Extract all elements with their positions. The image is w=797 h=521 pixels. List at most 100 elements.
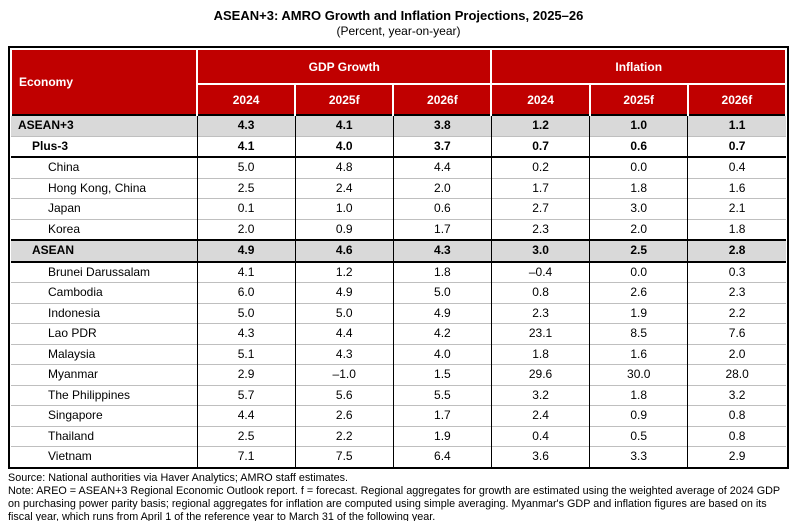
value-cell: 30.0 (589, 364, 688, 385)
value-cell: 4.1 (294, 114, 394, 136)
value-cell: 5.0 (196, 156, 296, 178)
value-cell: 2.3 (687, 282, 786, 303)
header-group-row: Economy GDP Growth Inflation (10, 48, 787, 115)
economy-cell: Singapore (11, 405, 197, 426)
value-cell: 4.3 (196, 114, 296, 136)
table-row: Plus-3 4.1 4.0 3.7 0.7 0.6 0.7 (11, 135, 786, 158)
table-row: Cambodia 6.0 4.9 5.0 0.8 2.6 2.3 (11, 282, 786, 303)
value-cell: 5.0 (392, 282, 492, 303)
value-cell: 5.0 (294, 302, 394, 324)
value-cell: 4.0 (294, 135, 394, 158)
value-cell: 1.0 (294, 198, 394, 219)
value-cell: 4.4 (196, 405, 296, 426)
economy-cell: Brunei Darussalam (11, 261, 197, 283)
value-cell: 4.1 (196, 135, 296, 158)
value-cell: 3.2 (687, 384, 786, 406)
value-cell: 1.8 (589, 384, 688, 406)
value-cell: 1.7 (392, 218, 492, 240)
header-year-row: 2024 2025f 2026f 2024 2025f 2026f (11, 83, 788, 115)
value-cell: 3.8 (392, 114, 492, 136)
value-cell: –0.4 (490, 261, 590, 283)
value-cell: 4.3 (196, 323, 296, 344)
value-cell: 2.5 (589, 239, 688, 263)
economy-cell: Korea (11, 218, 197, 240)
value-cell: 2.3 (490, 302, 590, 324)
value-cell: 3.6 (490, 446, 590, 467)
table-row: Vietnam 7.1 7.5 6.4 3.6 3.3 2.9 (11, 446, 786, 467)
inflation-group-header: Inflation (490, 48, 787, 84)
value-cell: 5.0 (196, 302, 296, 324)
value-cell: 1.6 (687, 177, 786, 199)
value-cell: 2.0 (392, 177, 492, 199)
table-body: ASEAN+3 4.3 4.1 3.8 1.2 1.0 1.1 Plus-3 4… (11, 114, 786, 467)
table-row: Brunei Darussalam 4.1 1.2 1.8 –0.4 0.0 0… (11, 261, 786, 283)
value-cell: 4.9 (294, 282, 394, 303)
value-cell: 23.1 (490, 323, 590, 344)
value-cell: 0.0 (589, 261, 688, 283)
value-cell: 2.8 (687, 239, 786, 263)
economy-column-header: Economy (10, 48, 198, 115)
value-cell: 1.8 (490, 343, 590, 365)
value-cell: 7.5 (294, 446, 394, 467)
value-cell: 2.5 (196, 425, 296, 447)
economy-cell: Indonesia (11, 302, 197, 324)
economy-cell: Malaysia (11, 343, 197, 365)
economy-cell: Plus-3 (11, 135, 197, 158)
table-row: Myanmar 2.9 –1.0 1.5 29.6 30.0 28.0 (11, 364, 786, 385)
economy-cell: Japan (11, 198, 197, 219)
value-cell: 0.8 (490, 282, 590, 303)
value-cell: 3.7 (392, 135, 492, 158)
value-cell: 3.0 (589, 198, 688, 219)
value-cell: 1.8 (589, 177, 688, 199)
value-cell: 4.4 (392, 156, 492, 178)
value-cell: 0.3 (687, 261, 786, 283)
economy-cell: Lao PDR (11, 323, 197, 344)
value-cell: 0.2 (490, 156, 590, 178)
projections-table: Economy GDP Growth Inflation 2024 2025f … (10, 48, 788, 467)
value-cell: 29.6 (490, 364, 590, 385)
value-cell: 4.3 (294, 343, 394, 365)
value-cell: 0.5 (589, 425, 688, 447)
value-cell: 6.4 (392, 446, 492, 467)
value-cell: 28.0 (687, 364, 786, 385)
value-cell: 4.8 (294, 156, 394, 178)
economy-cell: Thailand (11, 425, 197, 447)
value-cell: 1.2 (294, 261, 394, 283)
value-cell: 2.6 (294, 405, 394, 426)
value-cell: 1.7 (490, 177, 590, 199)
table-row: Lao PDR 4.3 4.4 4.2 23.1 8.5 7.6 (11, 323, 786, 344)
economy-cell: Cambodia (11, 282, 197, 303)
value-cell: 7.1 (196, 446, 296, 467)
value-cell: 8.5 (589, 323, 688, 344)
value-cell: 4.9 (392, 302, 492, 324)
value-cell: 5.7 (196, 384, 296, 406)
economy-cell: Myanmar (11, 364, 197, 385)
economy-cell: ASEAN+3 (11, 114, 197, 136)
table-title: ASEAN+3: AMRO Growth and Inflation Proje… (213, 8, 584, 23)
economy-cell: China (11, 156, 197, 178)
value-cell: 4.3 (392, 239, 492, 263)
value-cell: 5.6 (294, 384, 394, 406)
table-subtitle: (Percent, year-on-year) (336, 24, 461, 38)
year-header: 2025f (588, 83, 689, 115)
value-cell: 2.6 (589, 282, 688, 303)
value-cell: 0.4 (687, 156, 786, 178)
value-cell: 1.8 (687, 218, 786, 240)
value-cell: 0.6 (589, 135, 688, 158)
value-cell: 3.3 (589, 446, 688, 467)
value-cell: 2.2 (294, 425, 394, 447)
year-header: 2024 (195, 83, 297, 115)
value-cell: 0.0 (589, 156, 688, 178)
value-cell: 0.1 (196, 198, 296, 219)
value-cell: 5.5 (392, 384, 492, 406)
projections-table-frame: Economy GDP Growth Inflation 2024 2025f … (8, 46, 789, 469)
table-header: Economy GDP Growth Inflation 2024 2025f … (10, 48, 788, 115)
value-cell: 0.7 (687, 135, 786, 158)
value-cell: 2.4 (294, 177, 394, 199)
value-cell: 4.2 (392, 323, 492, 344)
value-cell: 3.0 (490, 239, 590, 263)
value-cell: 1.5 (392, 364, 492, 385)
table-row: Thailand 2.5 2.2 1.9 0.4 0.5 0.8 (11, 425, 786, 447)
table-row: Korea 2.0 0.9 1.7 2.3 2.0 1.8 (11, 218, 786, 240)
value-cell: 0.9 (589, 405, 688, 426)
